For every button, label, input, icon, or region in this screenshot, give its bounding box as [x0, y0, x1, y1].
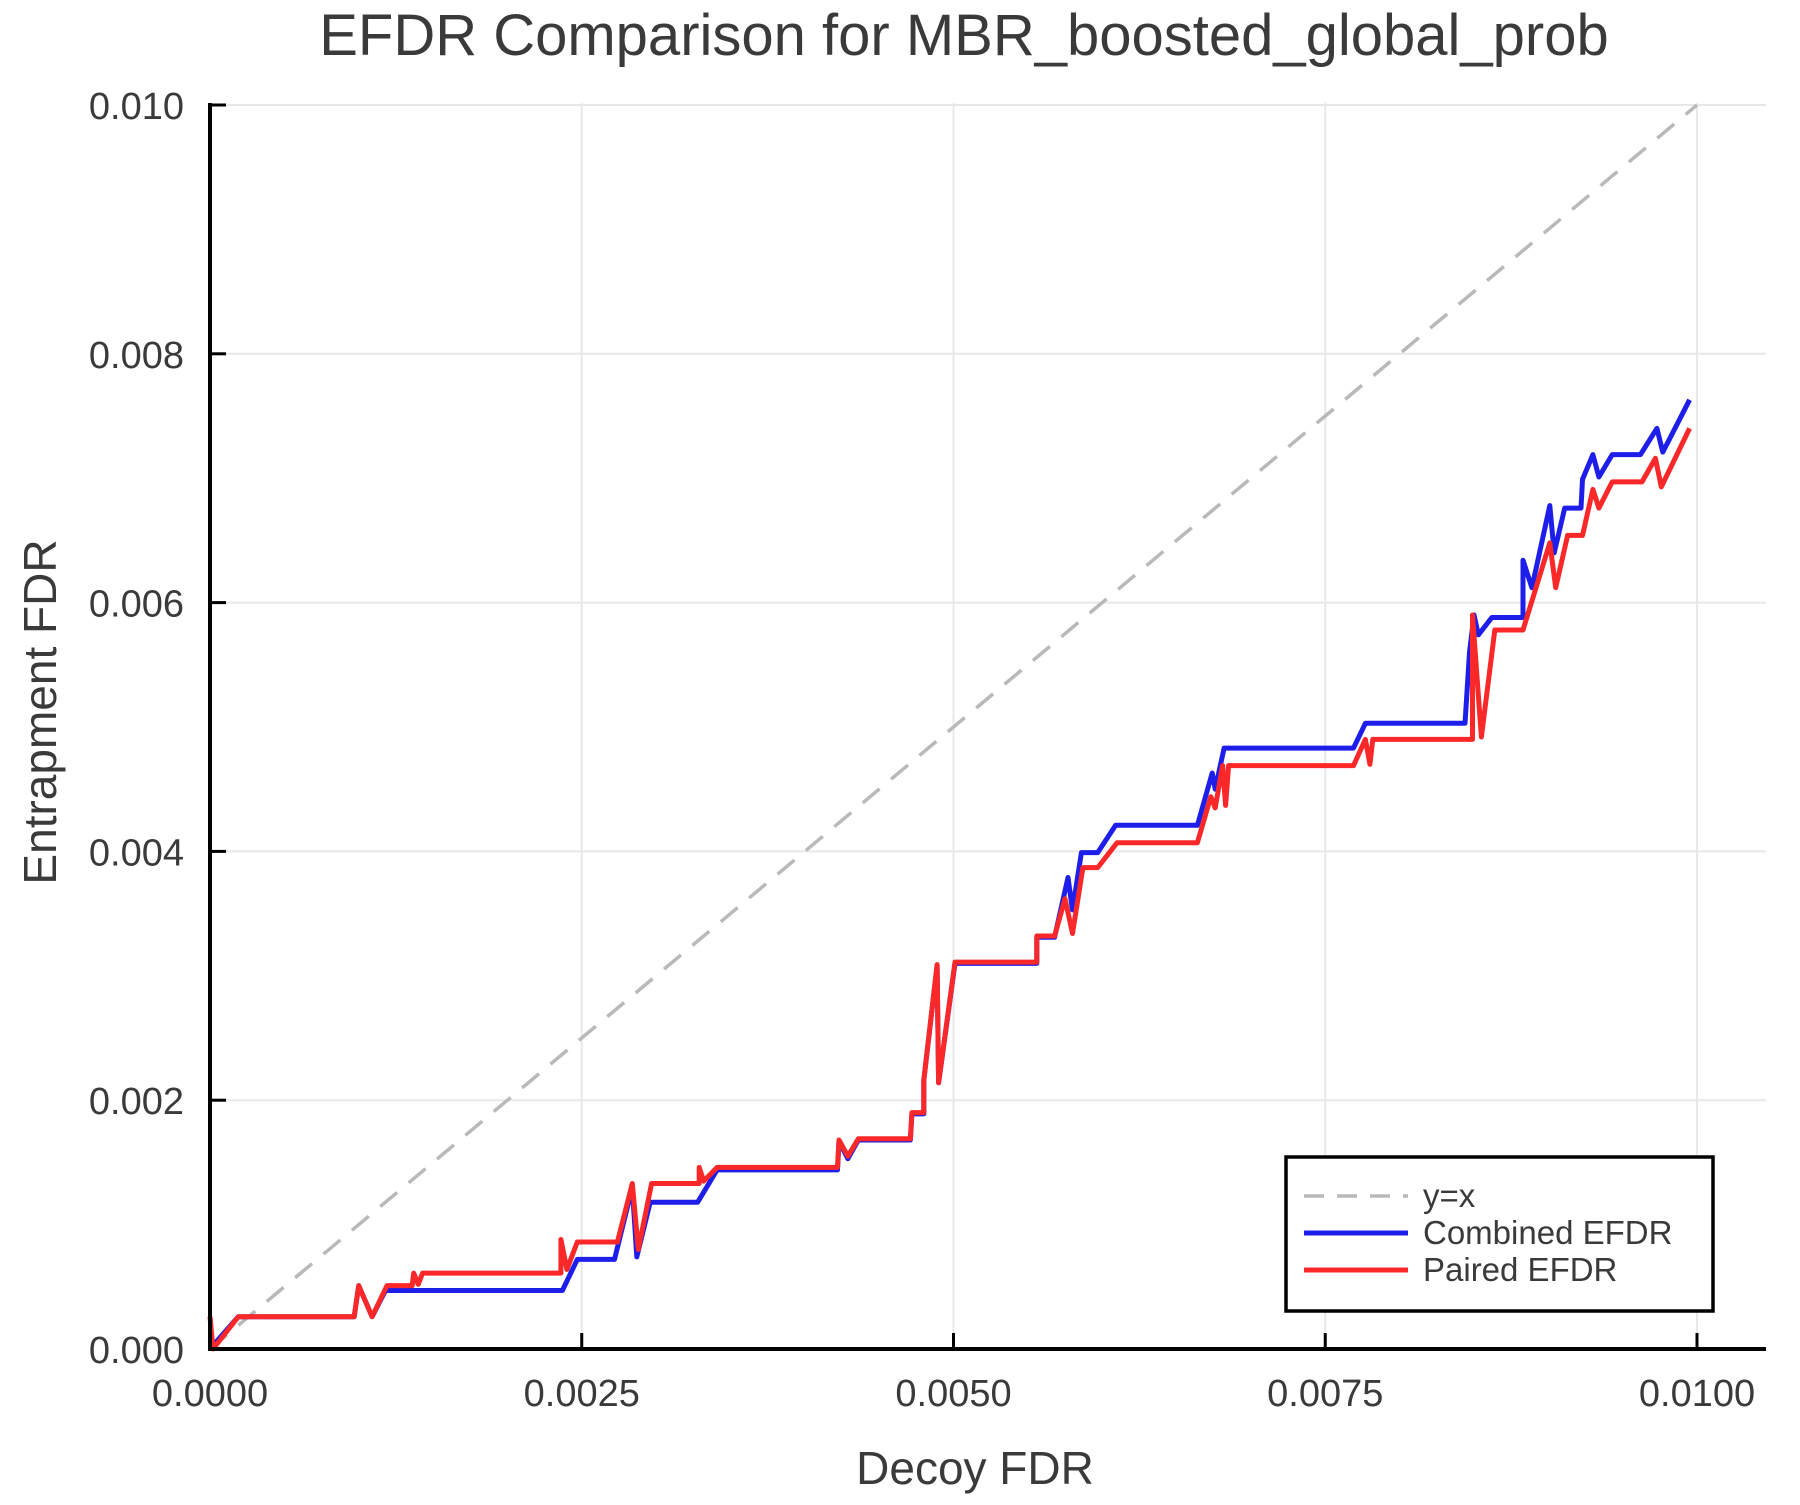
- y-tick-label: 0.010: [89, 86, 184, 128]
- paired-efdr-line: [207, 427, 1692, 1352]
- y-tick-label: 0.008: [89, 335, 184, 377]
- identity-line: [208, 103, 1699, 1351]
- y-tick-label: 0.004: [89, 832, 184, 874]
- y-tick-label: 0.000: [89, 1330, 184, 1372]
- tick-labels: 0.0000 0.0025 0.0050 0.0075 0.0100 0.000 0.002…: [89, 86, 1755, 1415]
- x-tick-label: 0.0100: [1639, 1373, 1755, 1415]
- legend-label-combined-efdr: Combined EFDR: [1423, 1214, 1672, 1251]
- identity-line-layer: [208, 103, 1699, 1351]
- series-lines-layer: [207, 398, 1692, 1352]
- legend-label-identity: y=x: [1423, 1177, 1476, 1214]
- x-tick-label: 0.0050: [895, 1373, 1011, 1415]
- y-tick-label: 0.006: [89, 584, 184, 626]
- x-tick-label: 0.0000: [152, 1373, 268, 1415]
- chart-title: EFDR Comparison for MBR_boosted_global_p…: [319, 3, 1609, 68]
- x-tick-label: 0.0025: [524, 1373, 640, 1415]
- legend: y=x Combined EFDR Paired EFDR: [1284, 1155, 1715, 1313]
- y-tick-label: 0.002: [89, 1081, 184, 1123]
- x-axis-label: Decoy FDR: [856, 1442, 1094, 1494]
- x-tick-label: 0.0075: [1267, 1373, 1383, 1415]
- legend-label-paired-efdr: Paired EFDR: [1423, 1251, 1617, 1288]
- y-axis-label: Entrapment FDR: [14, 539, 66, 884]
- axes-spines-and-ticks: [208, 103, 1766, 1351]
